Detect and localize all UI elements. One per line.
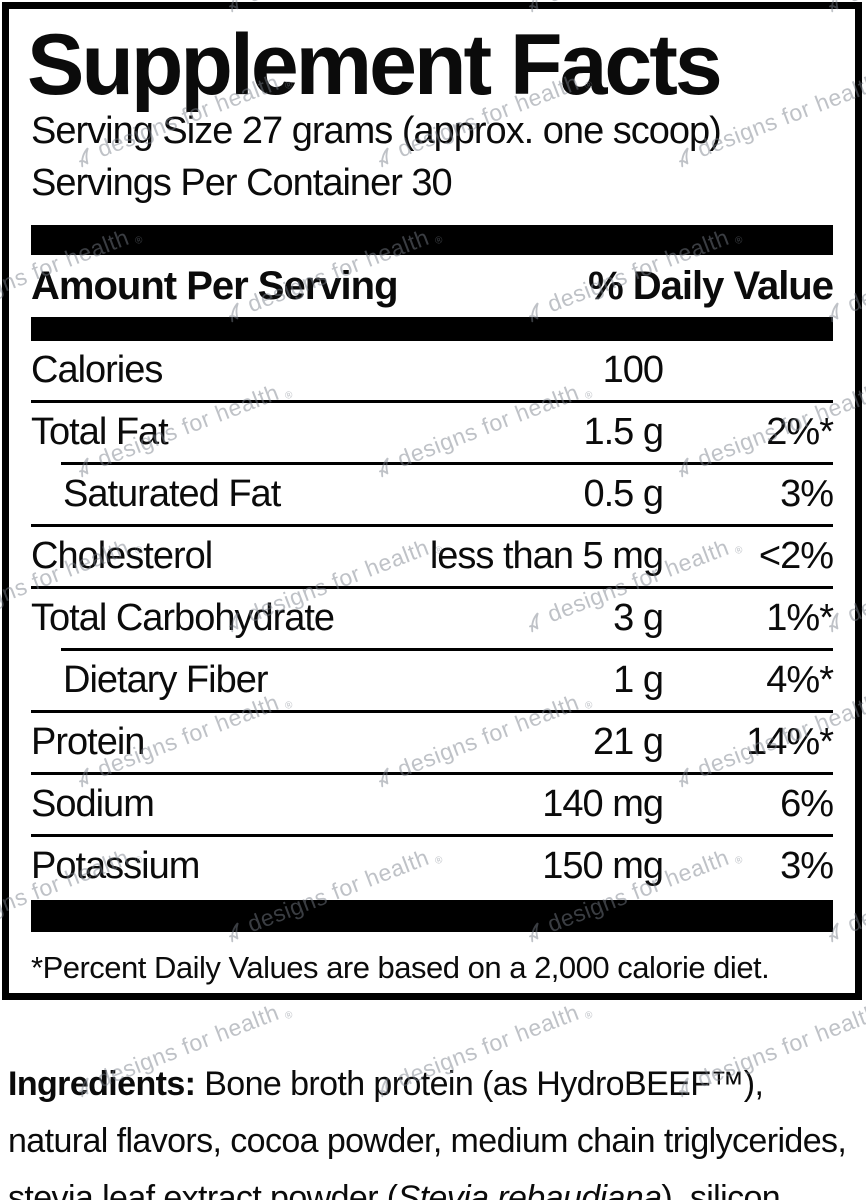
nutrient-row: Cholesterol less than 5 mg <2% (31, 527, 834, 586)
nutrient-amount: 1 g (613, 659, 664, 701)
amount-per-serving-header: Amount Per Serving (31, 263, 399, 308)
nutrient-daily-value: 6% (780, 783, 834, 825)
nutrient-name: Total Carbohydrate (31, 597, 335, 639)
nutrient-row: Protein 21 g 14%* (31, 713, 834, 772)
ingredients-botanical-name: Stevia rebaudiana (397, 1179, 663, 1200)
nutrient-daily-value: 2%* (766, 411, 834, 453)
thick-divider-top (31, 225, 833, 255)
nutrient-daily-value: 1%* (766, 597, 834, 639)
row-separator (31, 710, 833, 713)
nutrient-name: Sodium (31, 783, 155, 825)
daily-value-footnote: *Percent Daily Values are based on a 2,0… (31, 950, 770, 985)
nutrient-amount: 150 mg (542, 845, 664, 887)
row-separator (31, 772, 833, 775)
ingredients-text-1: Bone broth protein (as HydroBEEF™), natu… (8, 1065, 847, 1200)
row-separator (61, 648, 833, 651)
nutrient-row: Total Fat 1.5 g 2%* (31, 403, 834, 462)
nutrient-name: Potassium (31, 845, 200, 887)
nutrient-name: Calories (31, 349, 163, 391)
nutrient-name: Total Fat (31, 411, 169, 453)
nutrient-name: Dietary Fiber (63, 659, 269, 701)
nutrient-name: Protein (31, 721, 145, 763)
daily-value-header: % Daily Value (588, 263, 834, 308)
row-separator (31, 524, 833, 527)
nutrient-amount: less than 5 mg (429, 535, 664, 577)
nutrient-row: Dietary Fiber 1 g 4%* (31, 651, 834, 710)
nutrient-daily-value: <2% (758, 535, 834, 577)
nutrient-daily-value: 14%* (746, 721, 834, 763)
supplement-facts-panel: Supplement Facts Serving Size 27 grams (… (2, 2, 862, 1000)
row-separator (61, 462, 833, 465)
serving-size-text: Serving Size 27 grams (approx. one scoop… (31, 110, 722, 152)
nutrient-daily-value: 3% (780, 473, 834, 515)
nutrient-name: Saturated Fat (63, 473, 281, 515)
thick-divider-header (31, 317, 833, 341)
panel-title: Supplement Facts (27, 17, 723, 113)
watermark-registered-mark: ® (583, 1009, 596, 1023)
nutrient-daily-value: 3% (780, 845, 834, 887)
ingredients-text-2: ), silicon dioxide. (661, 1179, 781, 1200)
nutrient-amount: 140 mg (542, 783, 664, 825)
nutrient-row: Potassium 150 mg 3% (31, 837, 834, 896)
nutrient-amount: 1.5 g (583, 411, 664, 453)
nutrient-row: Sodium 140 mg 6% (31, 775, 834, 834)
nutrient-row: Saturated Fat 0.5 g 3% (31, 465, 834, 524)
row-separator (31, 586, 833, 589)
row-separator (31, 400, 833, 403)
nutrient-amount: 100 (602, 349, 664, 391)
table-header-row: Amount Per Serving % Daily Value (31, 255, 834, 317)
nutrient-name: Cholesterol (31, 535, 213, 577)
nutrient-rows: Calories 100 Total Fat 1.5 g 2%* Saturat… (31, 341, 834, 896)
servings-per-container-text: Servings Per Container 30 (31, 162, 453, 204)
ingredients-paragraph: Ingredients: Bone broth protein (as Hydr… (8, 1056, 860, 1200)
nutrient-amount: 21 g (593, 721, 664, 763)
ingredients-label: Ingredients: (8, 1065, 196, 1103)
row-separator (31, 834, 833, 837)
nutrient-amount: 0.5 g (583, 473, 664, 515)
nutrient-row: Total Carbohydrate 3 g 1%* (31, 589, 834, 648)
nutrient-row: Calories 100 (31, 341, 833, 400)
nutrient-daily-value: 4%* (766, 659, 834, 701)
thick-divider-bottom (31, 900, 833, 932)
nutrient-amount: 3 g (613, 597, 664, 639)
watermark-registered-mark: ® (283, 1009, 296, 1023)
